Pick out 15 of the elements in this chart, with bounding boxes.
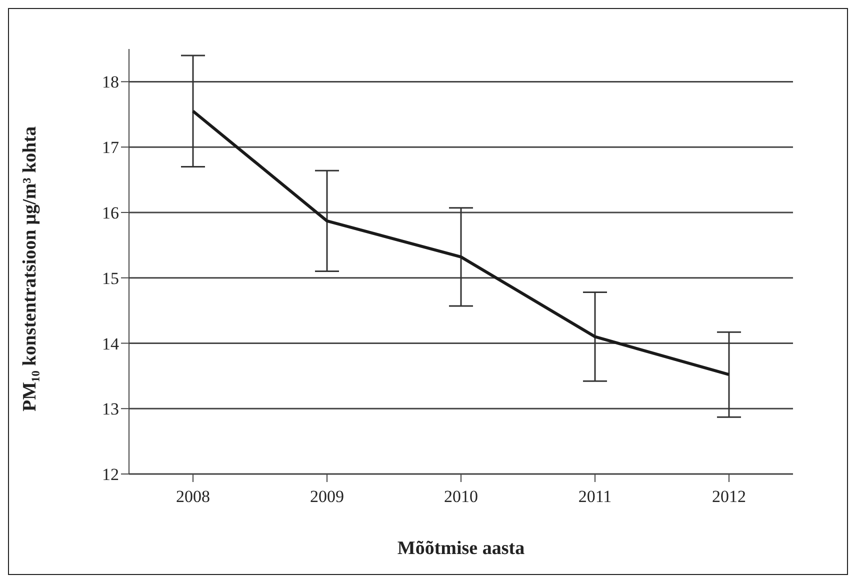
- y-tick-label: 16: [102, 203, 119, 222]
- x-tick-label: 2010: [444, 487, 478, 506]
- y-tick-label: 17: [102, 138, 120, 158]
- x-tick-label: 2009: [310, 487, 344, 506]
- y-tick-label: 12: [102, 465, 119, 484]
- y-tick-label: 15: [102, 268, 119, 288]
- y-tick-label: 13: [102, 400, 119, 419]
- y-tick-label: 14: [102, 334, 120, 354]
- x-axis-title: Mõõtmise aasta: [397, 538, 526, 559]
- x-tick-label: 2008: [176, 487, 210, 506]
- x-tick-label: 2011: [578, 487, 612, 506]
- line-series: [192, 110, 730, 376]
- y-tick-label: 18: [102, 72, 119, 92]
- y-axis-title: PM₁₀ konstentratsioon µg/m³ kohta: [20, 126, 41, 412]
- x-tick-label: 2012: [712, 487, 746, 506]
